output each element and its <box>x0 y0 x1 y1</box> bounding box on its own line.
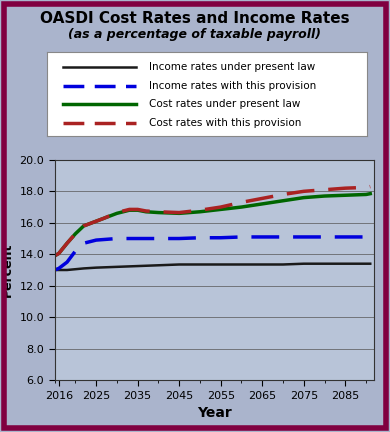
Text: OASDI Cost Rates and Income Rates: OASDI Cost Rates and Income Rates <box>40 11 350 26</box>
Text: Cost rates with this provision: Cost rates with this provision <box>149 118 301 127</box>
Y-axis label: Percent: Percent <box>1 243 14 297</box>
Text: (as a percentage of taxable payroll): (as a percentage of taxable payroll) <box>69 28 321 41</box>
Text: Cost rates under present law: Cost rates under present law <box>149 99 301 109</box>
X-axis label: Year: Year <box>197 406 232 420</box>
Text: Income rates under present law: Income rates under present law <box>149 62 316 72</box>
Text: Income rates with this provision: Income rates with this provision <box>149 80 316 91</box>
